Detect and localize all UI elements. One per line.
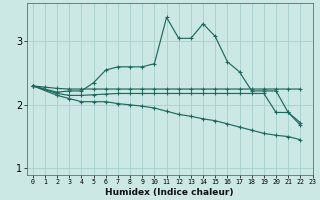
- X-axis label: Humidex (Indice chaleur): Humidex (Indice chaleur): [105, 188, 234, 197]
